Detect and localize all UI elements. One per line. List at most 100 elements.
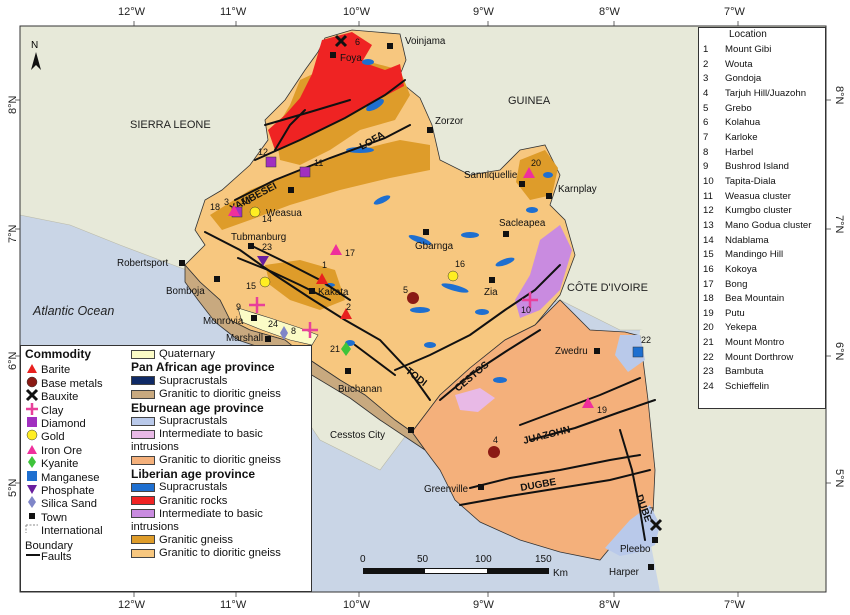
legend-swatch <box>131 455 155 465</box>
legend-row: Manganese <box>25 469 131 484</box>
axis-right-label: 5°N <box>833 469 845 488</box>
legend-row: Gold <box>25 428 131 444</box>
town-label: Pleebo <box>620 544 651 555</box>
eburnean-gneiss <box>411 299 656 561</box>
legend-swatch <box>131 509 155 519</box>
legend-row: International Boundary <box>25 522 131 552</box>
legend-label: International Boundary <box>25 525 103 553</box>
legend-label: Town <box>41 511 68 524</box>
legend-row: Town <box>25 509 131 524</box>
location-number: 23 <box>703 366 714 378</box>
location-item: 16 Kokoya <box>703 263 811 278</box>
axis-top-label: 12°W <box>118 6 146 18</box>
site-number: 19 <box>597 405 607 415</box>
town-label: Foya <box>340 53 362 64</box>
diamond-square-icon <box>265 156 277 168</box>
location-item: 9 Bushrod Island <box>703 160 811 175</box>
location-item: 19 Putu <box>703 307 811 322</box>
axis-bottom-label: 10°W <box>343 599 371 611</box>
location-name: Putu <box>725 307 745 319</box>
legend-row: Granitic to dioritic gneiss <box>131 454 311 467</box>
location-name: Yekepa <box>725 322 757 334</box>
small-square-icon <box>25 509 41 527</box>
square-icon <box>25 415 41 433</box>
diamond-icon <box>25 495 41 513</box>
iron-ore-icon <box>523 167 535 178</box>
legend-row: Supracrustals <box>131 375 311 388</box>
location-item: 24 Schieffelin <box>703 380 811 395</box>
legend-row: Quaternary <box>131 348 311 361</box>
legend-swatch <box>131 496 155 506</box>
location-number: 7 <box>703 131 709 143</box>
eburnean-supracrustals-east <box>615 335 645 372</box>
quaternary-swatch <box>131 349 155 359</box>
bauxite-icon <box>649 518 663 532</box>
location-number: 17 <box>703 278 714 290</box>
map-frame <box>19 25 827 593</box>
location-item: 15 Mandingo Hill <box>703 248 811 263</box>
label-sierra-leone: SIERRA LEONE <box>130 119 211 131</box>
location-number: 18 <box>703 293 714 305</box>
legend-row: Supracrustals <box>131 481 311 494</box>
location-name: Bea Mountain <box>725 293 785 305</box>
site-number: 4 <box>493 435 498 445</box>
axis-bottom-label: 7°W <box>724 599 745 611</box>
location-name: Schieffelin <box>725 381 770 393</box>
location-name: Kolahua <box>725 117 761 129</box>
legend-row: Granitic to dioritic gneiss <box>131 388 311 401</box>
clay-icon <box>302 322 318 338</box>
site-number: 24 <box>268 319 278 329</box>
clay-icon <box>249 297 265 313</box>
kyanite-icon <box>341 342 351 356</box>
graticule-ticks <box>15 21 831 597</box>
label-cote-divoire: CÔTE D'IVOIRE <box>567 281 648 294</box>
scale-tick-label: 50 <box>417 554 429 565</box>
location-number: 3 <box>703 73 709 85</box>
legend-row: Faults <box>25 548 131 564</box>
town-label: Kakata <box>318 287 349 298</box>
town-label: Zwedru <box>555 346 588 357</box>
axis-right-label: 8°N <box>833 86 845 105</box>
legend-swatch <box>131 548 155 558</box>
eburnean-supracrustals-dube <box>605 505 660 556</box>
town-label: Greenville <box>424 484 469 495</box>
town-label: Weasua <box>266 208 302 219</box>
triangle-icon <box>25 442 41 460</box>
faults <box>204 79 656 541</box>
down-triangle-icon <box>25 482 41 500</box>
legend-label: Faults <box>41 551 72 564</box>
label-guinea: GUINEA <box>508 95 551 107</box>
axis-left-label: 5°N <box>7 478 19 497</box>
legend-label: Intermediate to basic intrusions <box>131 428 263 454</box>
location-item: 6 Kolahua <box>703 116 811 131</box>
town-label: Sacleapea <box>499 218 546 229</box>
site-number: 18 <box>210 202 220 212</box>
site-number: 11 <box>314 158 323 168</box>
circle-icon <box>25 375 41 393</box>
legend-label: Kyanite <box>41 458 79 471</box>
legend-row: Iron Ore <box>25 442 131 457</box>
location-item: 8 Harbel <box>703 146 811 161</box>
scale-tick-label: 100 <box>475 554 492 565</box>
legend-liberian-title: Liberian age province <box>131 466 256 481</box>
town-label: Voinjama <box>405 36 446 47</box>
location-number: 2 <box>703 58 709 70</box>
location-name: Tapita-Diala <box>725 175 776 187</box>
town-label: Monrovia <box>203 316 244 327</box>
legend-label: Quaternary <box>159 348 215 360</box>
square-icon <box>25 469 41 487</box>
legend-pan-african-title: Pan African age province <box>131 360 275 375</box>
location-item: 20 Yekepa <box>703 321 811 336</box>
location-number: 4 <box>703 87 709 99</box>
base-metals-icon <box>488 446 500 458</box>
site-number: 8 <box>291 326 296 336</box>
legend-row: Phosphate <box>25 482 131 497</box>
site-number: 22 <box>641 335 651 345</box>
legend-row: Granitic to dioritic gneiss <box>131 547 311 560</box>
gold-icon <box>249 206 261 218</box>
legend-swatch <box>131 416 155 426</box>
axis-top-label: 11°W <box>220 6 247 18</box>
gold-icon <box>259 276 271 288</box>
legend-label: Intermediate to basic intrusions <box>131 507 263 533</box>
town-label: Marshall <box>226 333 263 344</box>
